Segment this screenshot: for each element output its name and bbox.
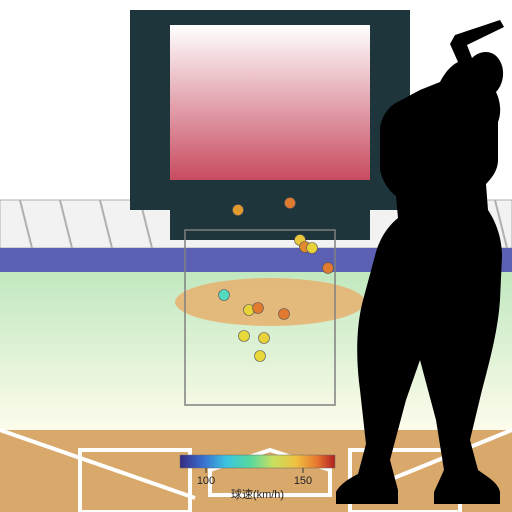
pitch-marker <box>259 333 270 344</box>
pitch-marker <box>239 331 250 342</box>
pitch-marker <box>307 243 318 254</box>
pitchers-mound <box>175 278 365 326</box>
legend-tick-label: 100 <box>197 475 215 487</box>
pitch-marker <box>233 205 244 216</box>
pitch-marker <box>279 309 290 320</box>
pitch-marker <box>219 290 230 301</box>
pitch-marker <box>255 351 266 362</box>
pitch-marker <box>323 263 334 274</box>
pitch-marker <box>253 303 264 314</box>
scoreboard <box>130 10 410 240</box>
pitch-location-chart: 100 150 球速(km/h) <box>0 0 512 512</box>
legend-tick-label: 150 <box>294 475 312 487</box>
pitch-marker <box>285 198 296 209</box>
legend-title: 球速(km/h) <box>231 487 284 501</box>
